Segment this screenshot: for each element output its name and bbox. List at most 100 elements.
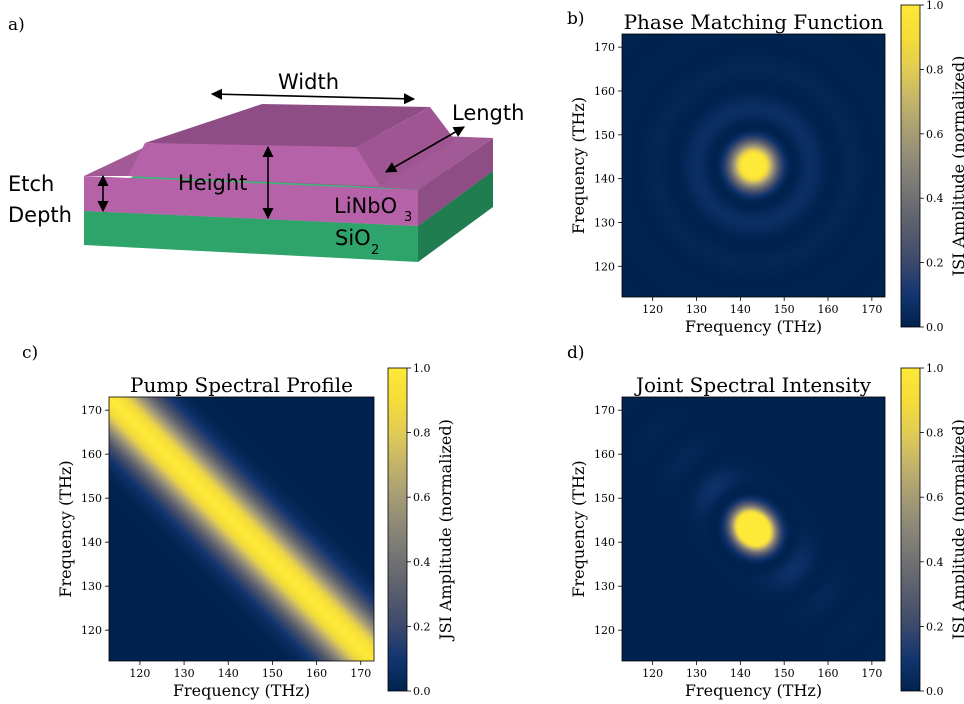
colorbar-tick-label: 1.0 [413,362,431,375]
colorbar [387,367,408,692]
y-tick-label: 140 [594,173,615,186]
x-tick-label: 130 [686,303,707,316]
width-label: Width [278,70,339,94]
phase-matching-panel: Phase Matching Function 120 130 140 150 160 17… [569,0,964,336]
colorbar-tick-label: 0.0 [926,685,944,698]
y-tick-label: 170 [81,404,102,417]
plot-frame [108,396,375,662]
y-axis-label: Frequency (THz) [56,460,75,597]
sio2-front-face [84,211,418,262]
y-axis-label: Frequency (THz) [569,460,588,597]
colorbar-tick-label: 0.4 [926,556,944,569]
y-tick-label: 130 [594,216,615,229]
waveguide-diagram: Width Length Height Etch Depth LiNbO 3 S… [8,70,524,262]
y-tick-label: 150 [81,492,102,505]
ridge-top-face [145,104,430,147]
linbo3-slab-front [84,176,418,226]
y-tick-label: 120 [81,624,102,637]
x-tick-label: 130 [174,667,195,680]
colorbar [900,4,921,328]
y-tick-label: 120 [594,624,615,637]
sio2-subscript: 2 [371,243,379,258]
colorbar-tick-label: 0.8 [926,63,944,76]
colorbar-tick-label: 0.0 [926,321,944,334]
x-tick-label: 160 [818,303,839,316]
panel-label-a: a) [8,15,25,35]
joint-spectral-panel: Joint Spectral Intensity 120 130 140 150 160 1… [569,362,964,700]
pump-spectral-panel: Pump Spectral Profile 120 130 140 150 160 170 1… [56,362,455,700]
colorbar-tick-label: 0.4 [413,556,431,569]
chart-title: Phase Matching Function [624,10,884,34]
x-tick-label: 160 [306,667,327,680]
y-tick-label: 170 [594,41,615,54]
colorbar-tick-label: 1.0 [926,0,944,12]
y-tick-label: 120 [594,260,615,273]
x-tick-label: 140 [218,667,239,680]
x-axis-label: Frequency (THz) [685,681,822,700]
x-tick-label: 140 [730,667,751,680]
plot-frame [621,396,886,662]
colorbar-tick-label: 0.8 [926,427,944,440]
y-tick-label: 150 [594,129,615,142]
x-tick-label: 170 [861,667,882,680]
y-axis-label: Frequency (THz) [569,97,588,234]
colorbar-tick-label: 0.2 [926,257,944,270]
x-tick-label: 150 [774,303,795,316]
y-tick-label: 140 [81,536,102,549]
x-tick-label: 130 [686,667,707,680]
panel-label-c: c) [22,343,38,363]
x-tick-label: 170 [861,303,882,316]
ridge-front-face [128,143,380,186]
width-arrow [210,88,416,105]
x-tick-label: 140 [730,303,751,316]
panel-label-d: d) [567,343,585,363]
x-tick-label: 150 [262,667,283,680]
linbo3-label: LiNbO [334,194,397,218]
x-axis-label: Frequency (THz) [173,681,310,700]
colorbar-tick-label: 0.6 [926,128,944,141]
chart-title: Pump Spectral Profile [130,373,353,397]
colorbar-label: JSI Amplitude (normalized) [949,56,964,279]
x-tick-label: 120 [642,303,663,316]
y-tick-label: 160 [81,448,102,461]
linbo3-slab-side [418,138,493,226]
y-tick-label: 130 [81,580,102,593]
colorbar-tick-label: 0.6 [413,491,431,504]
colorbar-tick-label: 0.2 [926,620,944,633]
x-tick-label: 170 [350,667,371,680]
sio2-side-face [418,171,493,262]
colorbar-label: JSI Amplitude (normalized) [436,419,455,642]
height-label: Height [178,171,247,195]
colorbar-label: JSI Amplitude (normalized) [949,419,964,642]
colorbar [900,367,921,692]
colorbar-tick-label: 1.0 [926,362,944,375]
heatmap-image [622,397,885,661]
y-tick-label: 140 [594,536,615,549]
chart-title: Joint Spectral Intensity [634,373,872,397]
linbo3-subscript: 3 [404,210,412,225]
y-tick-label: 160 [594,448,615,461]
etch-label-line1: Etch [8,172,54,196]
y-tick-label: 150 [594,492,615,505]
x-tick-label: 120 [642,667,663,680]
colorbar-tick-label: 0.0 [413,685,431,698]
x-axis-label: Frequency (THz) [685,317,822,336]
length-label: Length [452,101,524,125]
colorbar-tick-label: 0.2 [413,620,431,633]
length-arrow [385,126,465,173]
colorbar-tick-label: 0.8 [413,427,431,440]
x-tick-label: 120 [129,667,150,680]
y-tick-label: 160 [594,85,615,98]
y-tick-label: 170 [594,404,615,417]
heatmap-image [109,397,374,661]
sio2-label: SiO [335,226,371,250]
x-tick-label: 150 [774,667,795,680]
colorbar-tick-label: 0.4 [926,192,944,205]
plot-frame [621,33,886,298]
y-tick-label: 130 [594,580,615,593]
x-tick-label: 160 [818,667,839,680]
panel-label-b: b) [567,9,585,29]
heatmap-image [622,34,885,297]
etch-label-line2: Depth [8,203,72,227]
